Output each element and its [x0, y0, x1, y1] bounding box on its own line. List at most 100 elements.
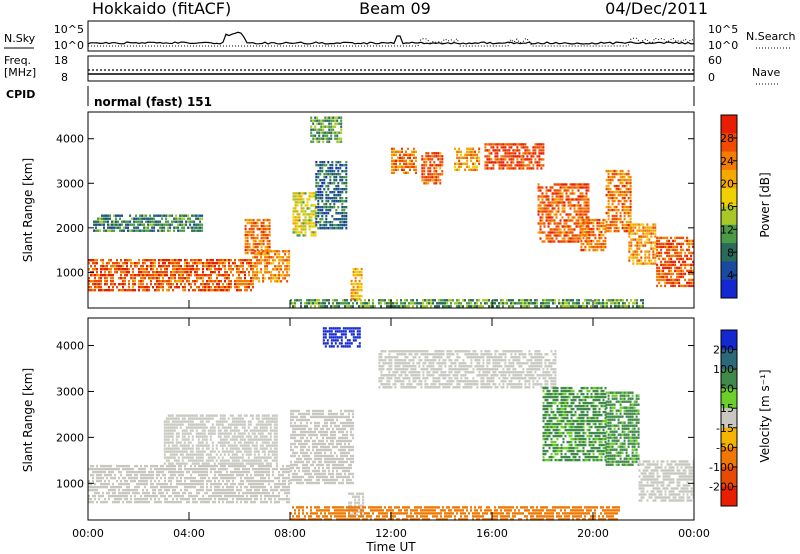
data-cell [92, 464, 94, 468]
data-cell [210, 467, 212, 471]
data-cell [278, 280, 281, 283]
data-cell [262, 280, 265, 283]
data-cell [526, 302, 528, 305]
data-cell [632, 223, 635, 226]
data-cell [228, 289, 230, 292]
data-cell [134, 265, 136, 268]
data-cell [676, 245, 679, 249]
data-cell [177, 226, 180, 229]
data-cell [119, 214, 121, 217]
data-cell [107, 217, 109, 220]
data-cell [312, 222, 315, 225]
data-cell [216, 482, 218, 486]
data-cell [264, 262, 267, 265]
data-cell [114, 271, 116, 274]
data-cell [218, 497, 220, 501]
data-cell [302, 219, 305, 222]
data-cell [391, 153, 393, 156]
data-cell [97, 229, 99, 232]
data-cell [124, 479, 126, 483]
data-cell [176, 491, 178, 495]
data-cell [201, 462, 204, 465]
data-cell [328, 131, 331, 134]
data-cell [569, 198, 572, 201]
data-cell [179, 441, 182, 444]
data-cell [159, 220, 162, 223]
data-cell [496, 146, 499, 149]
data-cell [143, 223, 146, 226]
data-cell [327, 161, 330, 164]
data-cell [602, 233, 605, 237]
data-cell [94, 259, 96, 262]
data-cell [294, 216, 297, 219]
data-cell [201, 217, 204, 220]
data-cell [606, 305, 608, 308]
data-cell [102, 274, 104, 277]
data-cell [244, 274, 246, 277]
data-cell [262, 230, 265, 234]
data-cell [602, 221, 605, 225]
data-cell [128, 289, 130, 292]
data-cell [183, 447, 186, 450]
data-cell [567, 225, 570, 228]
data-cell [409, 159, 411, 162]
data-cell [254, 274, 257, 277]
data-cell [598, 218, 601, 222]
data-cell [126, 470, 128, 474]
data-cell [105, 214, 107, 217]
data-cell [470, 168, 473, 171]
data-cell [128, 500, 130, 504]
data-cell [680, 275, 683, 279]
data-cell [218, 500, 220, 504]
data-cell [317, 176, 320, 179]
data-cell [248, 227, 251, 231]
data-cell [590, 221, 593, 225]
data-cell [248, 245, 251, 249]
data-cell [574, 302, 576, 305]
data-cell [240, 497, 242, 501]
data-cell [616, 305, 618, 308]
data-cell [686, 236, 689, 240]
data-cell [194, 259, 196, 262]
data-cell [88, 289, 90, 292]
data-cell [611, 220, 614, 224]
data-cell [331, 206, 334, 209]
data-cell [96, 488, 98, 492]
data-cell [228, 262, 230, 265]
data-cell [424, 299, 426, 302]
data-cell [207, 456, 210, 459]
data-cell [356, 294, 359, 298]
data-cell [561, 186, 564, 189]
data-cell [209, 435, 212, 438]
data-cell [250, 500, 252, 504]
data-cell [602, 248, 605, 252]
data-cell [160, 476, 162, 480]
data-cell [208, 500, 210, 504]
data-cell [236, 464, 238, 468]
data-cell [268, 221, 271, 225]
data-cell [607, 214, 610, 218]
data-cell [468, 150, 471, 153]
data-cell [664, 245, 667, 249]
data-cell [246, 245, 249, 249]
data-cell [165, 432, 168, 435]
data-cell [391, 159, 393, 162]
data-cell [168, 467, 170, 471]
data-cell [154, 259, 156, 262]
data-cell [632, 259, 635, 262]
data-cell [544, 302, 546, 305]
data-cell [252, 268, 255, 271]
data-cell [195, 214, 198, 217]
data-cell [246, 485, 248, 489]
data-cell [674, 254, 677, 258]
data-cell [134, 277, 136, 280]
data-cell [337, 173, 340, 176]
data-cell [114, 262, 116, 265]
data-cell [466, 162, 469, 165]
data-cell [182, 280, 184, 283]
data-cell [197, 229, 200, 232]
data-cell [326, 125, 329, 128]
data-cell [327, 200, 330, 203]
data-cell [196, 286, 198, 289]
data-cell [466, 302, 468, 305]
